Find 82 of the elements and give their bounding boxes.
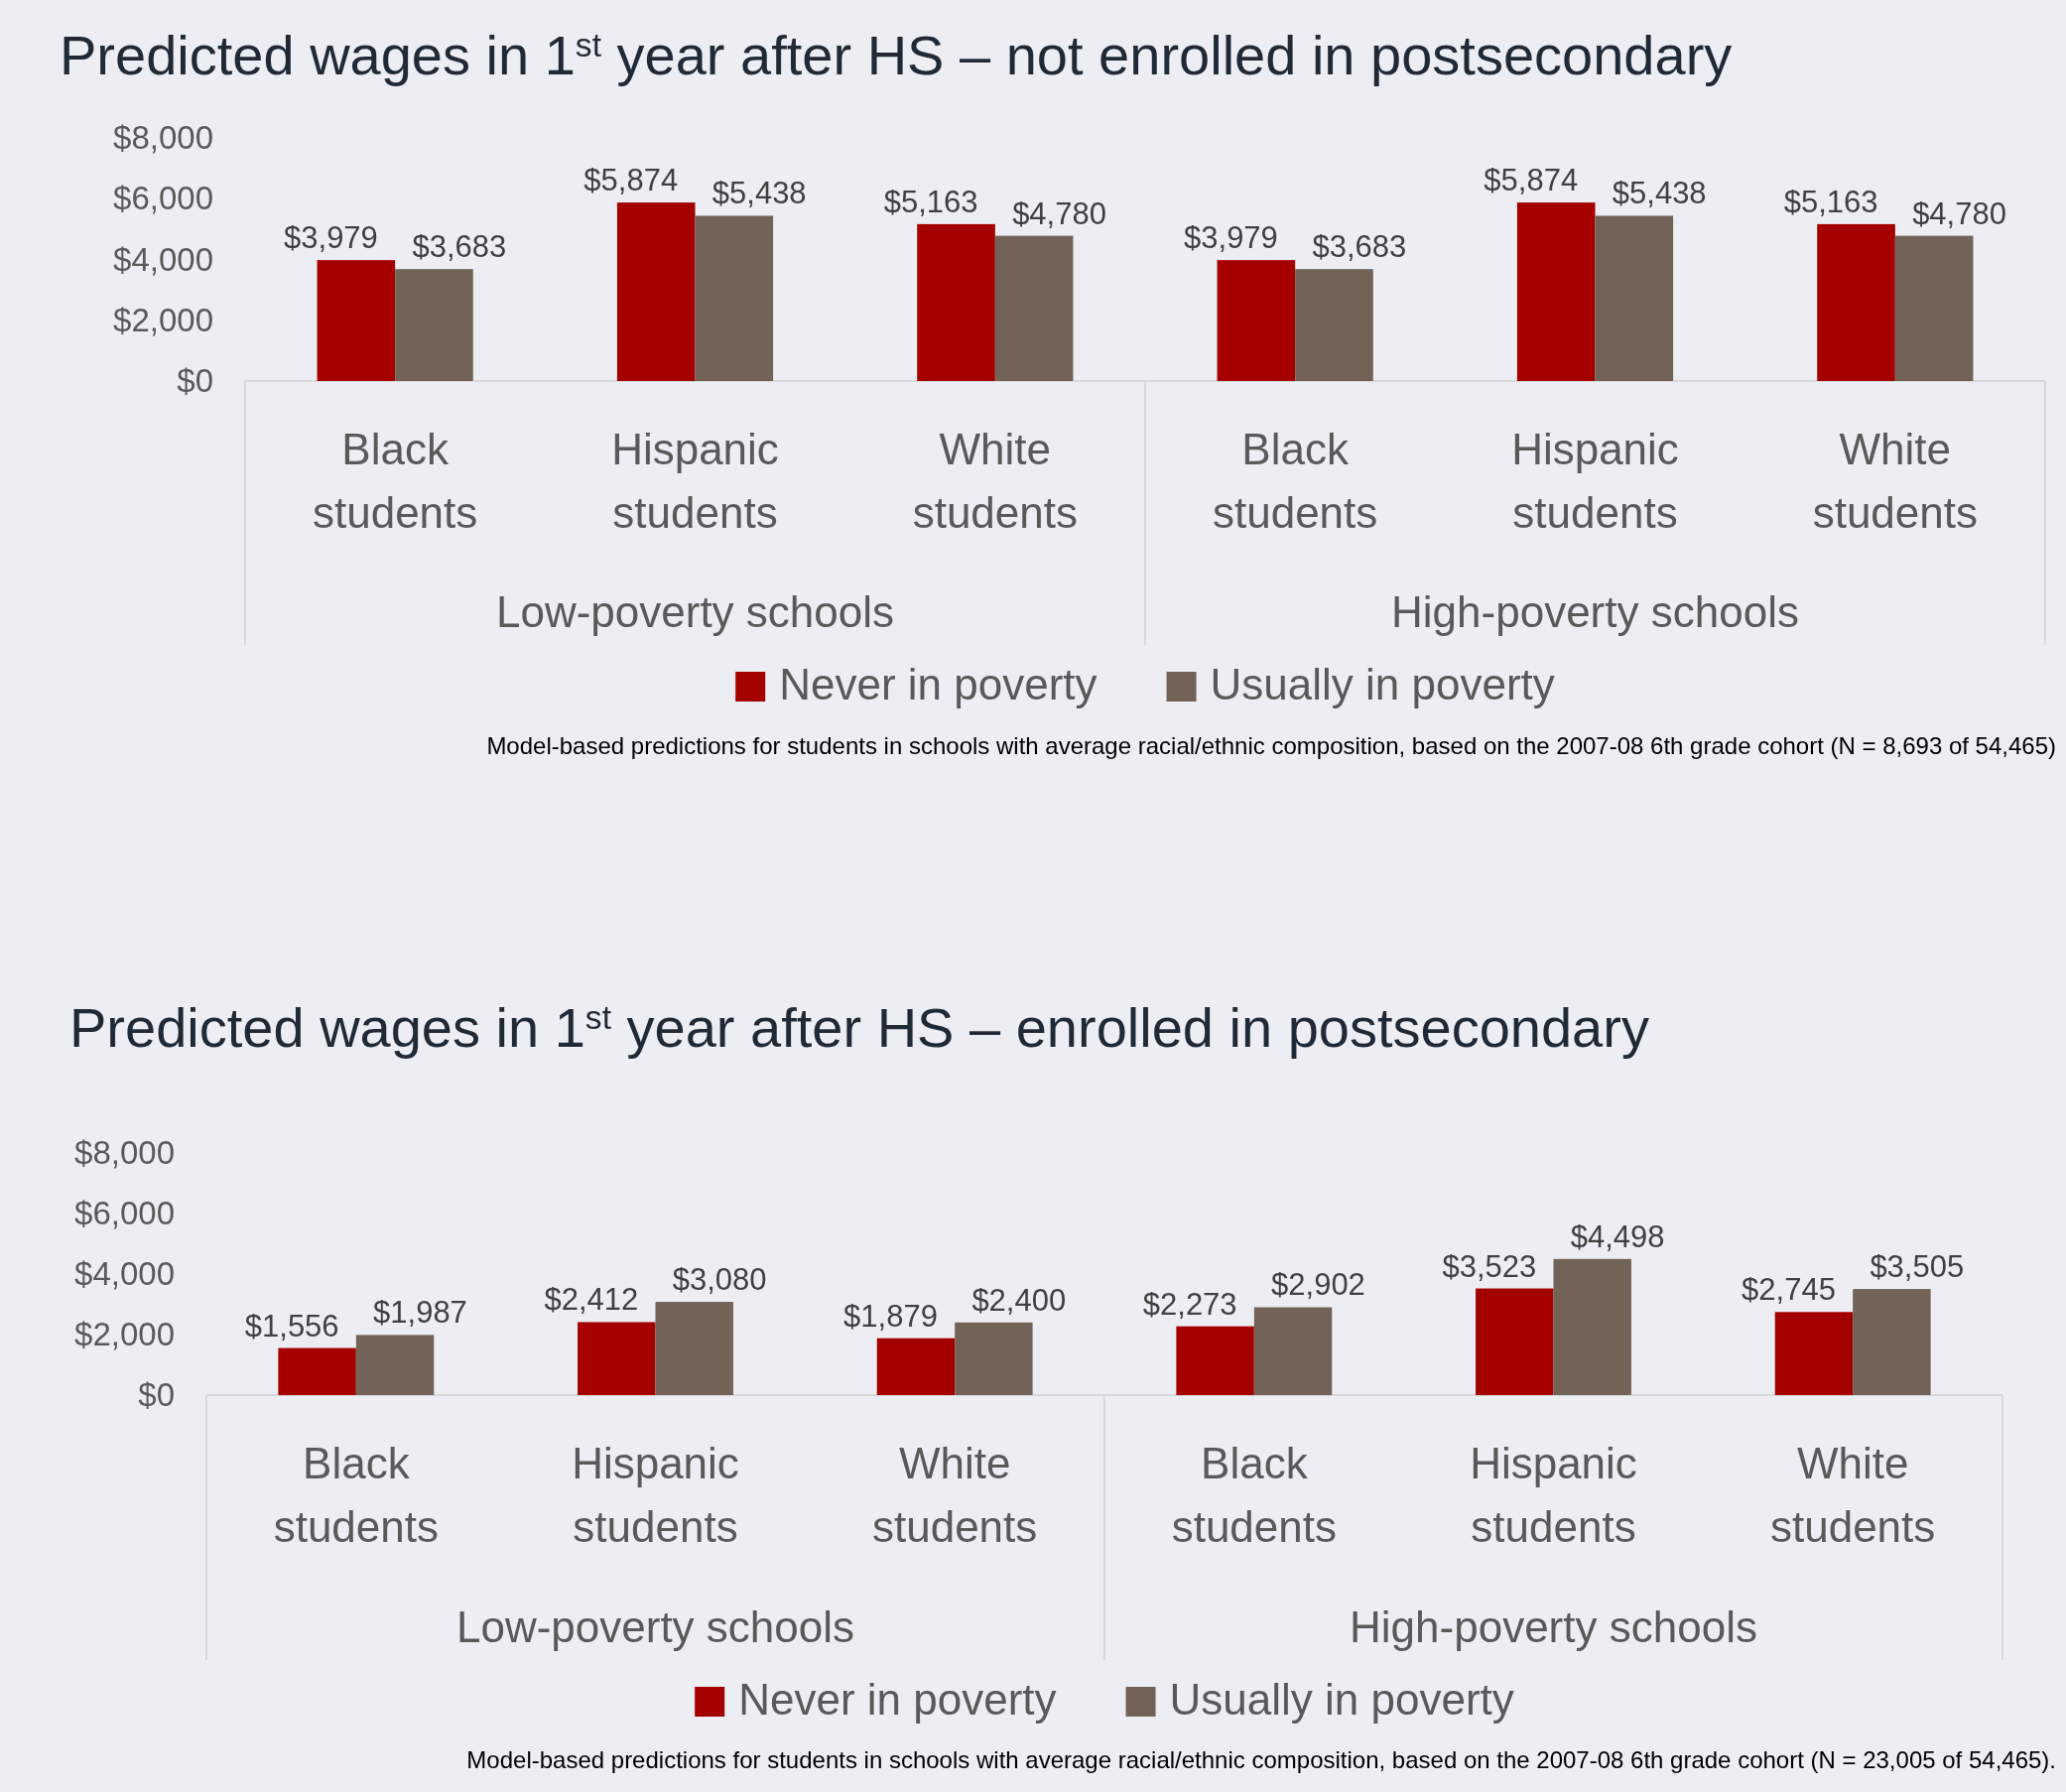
- data-label: $2,400: [971, 1282, 1067, 1318]
- data-label: $5,163: [883, 184, 978, 219]
- bar: [1553, 1258, 1631, 1395]
- bar: [994, 235, 1074, 381]
- bar: [1516, 202, 1596, 381]
- y-tick-label: $4,000: [74, 1255, 175, 1293]
- x-tick-label: Hispanic students: [1470, 1439, 1637, 1551]
- data-label: $2,273: [1142, 1286, 1237, 1322]
- bar: [1595, 215, 1674, 381]
- bar: [1774, 1312, 1854, 1395]
- data-label: $4,780: [1912, 195, 2006, 231]
- text: High-poverty schools: [1391, 587, 1799, 636]
- bar: [616, 202, 696, 381]
- bar: [395, 269, 473, 381]
- x-tick-label: White students: [1769, 1439, 1936, 1551]
- y-tick-label: $8,000: [113, 119, 213, 157]
- bar: [876, 1338, 956, 1395]
- bar: [1817, 223, 1895, 381]
- y-tick-label: $2,000: [74, 1316, 175, 1353]
- data-label: $1,556: [244, 1308, 339, 1344]
- bar: [1853, 1289, 1931, 1395]
- legend-label: Never in poverty: [738, 1675, 1057, 1724]
- y-tick-label: $8,000: [74, 1134, 175, 1172]
- x-tick-label: White students: [912, 425, 1079, 537]
- bar: [1894, 235, 1974, 381]
- data-label: $3,080: [672, 1262, 767, 1298]
- data-label: $5,438: [1612, 176, 1707, 211]
- data-label: $4,498: [1570, 1218, 1665, 1254]
- text: Low-poverty schools: [495, 587, 895, 636]
- data-label: $3,683: [1312, 229, 1407, 265]
- x-tick-label: Black students: [312, 425, 478, 537]
- data-label: $2,902: [1271, 1267, 1365, 1303]
- y-tick-label: $6,000: [113, 180, 213, 217]
- bar: [1176, 1326, 1254, 1395]
- data-label: $2,745: [1742, 1272, 1836, 1308]
- data-label: $3,979: [284, 220, 378, 256]
- data-label: $3,979: [1184, 220, 1278, 256]
- legend-label: Never in poverty: [779, 660, 1098, 708]
- data-label: $3,683: [412, 229, 507, 265]
- bar: [655, 1302, 733, 1395]
- bar: [917, 223, 995, 381]
- data-label: $3,505: [1870, 1249, 1965, 1285]
- data-label: $1,987: [373, 1295, 467, 1331]
- y-tick-label: $4,000: [113, 240, 213, 278]
- data-label: $1,879: [843, 1298, 938, 1334]
- bar: [1253, 1307, 1333, 1395]
- data-label: $4,780: [1012, 195, 1106, 231]
- text: Model-based predictions for students in schools with average racial/ethnic composition, based on the 2007-08 6th grade cohort (N = 23,005 of 54,465).: [466, 1746, 2056, 1773]
- legend-label: Usually in poverty: [1169, 1675, 1514, 1724]
- x-tick-label: Hispanic students: [611, 425, 779, 537]
- bar: [1217, 260, 1296, 381]
- text: Low-poverty schools: [455, 1602, 855, 1651]
- bar: [1295, 269, 1373, 381]
- x-tick-label: Black students: [1212, 425, 1378, 537]
- data-label: $5,874: [1484, 163, 1579, 198]
- text: Model-based predictions for students in schools with average racial/ethnic composition, based on the 2007-08 6th grade cohort (N = 8,693 of 54,465): [486, 732, 2056, 759]
- y-tick-label: $6,000: [74, 1195, 175, 1232]
- chart-title: Predicted wages in 1$^{st}$ year after HS – enrolled in postsecondary: [69, 996, 1649, 1059]
- bar: [317, 260, 396, 381]
- x-tick-label: Hispanic students: [1511, 425, 1679, 537]
- x-tick-label: White students: [1812, 425, 1979, 537]
- bar: [578, 1322, 656, 1395]
- bar: [278, 1347, 356, 1395]
- x-tick-label: White students: [871, 1439, 1038, 1551]
- data-label: $5,163: [1783, 184, 1878, 219]
- y-tick-label: $2,000: [113, 301, 213, 338]
- bar: [1476, 1288, 1554, 1395]
- y-tick-label: $0: [138, 1376, 175, 1414]
- data-label: $5,438: [711, 176, 807, 211]
- y-tick-label: $0: [177, 362, 213, 400]
- chart-title: Predicted wages in 1$^{st}$ year after HS – not enrolled in postsecondary: [60, 24, 1733, 86]
- x-tick-label: Hispanic students: [572, 1439, 739, 1551]
- legend-label: Usually in poverty: [1210, 660, 1555, 708]
- data-label: $3,523: [1442, 1248, 1537, 1284]
- data-label: $2,412: [544, 1282, 639, 1318]
- bar: [955, 1322, 1033, 1395]
- x-tick-label: Black students: [1171, 1439, 1338, 1551]
- text: High-poverty schools: [1350, 1602, 1757, 1651]
- bar: [695, 215, 774, 381]
- data-label: $5,874: [583, 163, 679, 198]
- bar: [355, 1335, 435, 1395]
- x-tick-label: Black students: [273, 1439, 440, 1551]
